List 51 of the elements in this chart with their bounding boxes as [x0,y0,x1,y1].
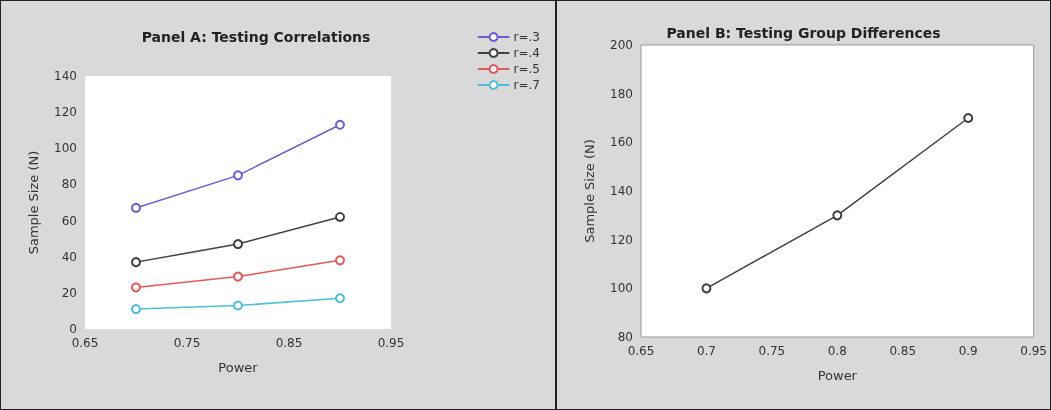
x-axis-title: Power [218,360,259,375]
point [131,304,141,315]
x-tick-label: 0.65 [71,336,99,350]
x-tick-label: 0.75 [173,336,201,350]
legend-label: r=.4 [513,46,540,60]
x-tick-label: 0.8 [827,344,847,358]
point [335,119,345,130]
x-tick-label: 0.95 [377,336,405,350]
point [701,283,712,294]
chart-title: Panel B: Testing Group Differences [666,25,941,41]
y-tick-label: 120 [610,232,633,247]
point [233,271,243,282]
y-tick-label: 160 [610,135,633,150]
y-tick-label: 140 [610,184,633,198]
y-tick-label: 100 [610,281,633,296]
x-tick-label: 0.85 [889,344,917,358]
y-axis-title: Sample Size (N) [26,150,41,255]
point [131,257,141,268]
y-tick-label: 0 [69,322,77,336]
point [233,239,243,250]
x-axis-title: Power [817,368,858,383]
point [131,282,141,293]
point [335,293,345,304]
point [335,211,345,222]
point [233,170,243,181]
x-tick-label: 0.75 [758,344,786,358]
legend-label: r=.5 [513,62,540,76]
x-tick-label: 0.95 [1020,344,1047,358]
y-tick-label: 180 [610,86,633,101]
x-tick-label: 0.85 [275,336,303,350]
y-tick-label: 200 [610,38,633,52]
point [963,113,974,123]
legend-label: r=.7 [513,78,540,92]
y-tick-label: 20 [61,285,77,300]
x-tick-label: 0.9 [958,344,978,358]
y-tick-label: 60 [61,213,77,228]
y-tick-label: 80 [61,177,77,192]
chart-title: Panel A: Testing Correlations [141,29,371,45]
point [233,300,243,311]
y-tick-label: 80 [617,330,633,344]
y-tick-label: 100 [54,141,77,156]
x-tick-label: 0.7 [696,344,716,358]
legend-label: r=.3 [513,30,540,44]
x-tick-label: 0.65 [627,344,655,358]
point [832,210,843,221]
point [335,255,345,266]
y-tick-label: 40 [61,249,77,264]
y-tick-label: 140 [54,69,77,83]
y-axis-title: Sample Size (N) [582,139,597,243]
point [131,202,141,213]
y-tick-label: 120 [54,105,77,120]
